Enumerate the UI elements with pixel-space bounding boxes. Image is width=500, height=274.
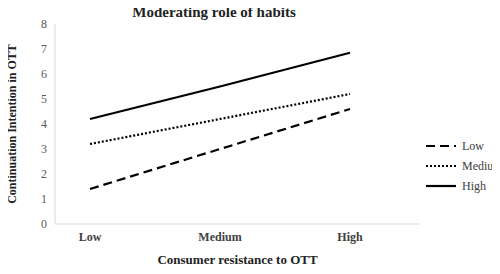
svg-text:0: 0 (41, 217, 47, 231)
html-text:High: High (462, 178, 486, 193)
svg-text:4: 4 (41, 117, 47, 131)
svg-text:Low: Low (79, 230, 102, 244)
svg-text:8: 8 (41, 17, 47, 31)
html-text:Moderating role of habits: Moderating role of habits (132, 4, 296, 20)
svg-text:6: 6 (41, 67, 47, 81)
svg-text:3: 3 (41, 142, 47, 156)
svg-text:High: High (337, 230, 363, 244)
svg-text:Consumer resistance to OTT: Consumer resistance to OTT (157, 252, 318, 266)
svg-text:5: 5 (41, 92, 47, 106)
svg-text:1: 1 (41, 192, 47, 206)
svg-text:2: 2 (41, 167, 47, 181)
svg-text:7: 7 (41, 42, 47, 56)
svg-text:Medium: Medium (198, 230, 241, 244)
svg-text:Continuation Intention in OTT: Continuation Intention in OTT (8, 44, 19, 204)
html-text:Low: Low (462, 138, 484, 153)
